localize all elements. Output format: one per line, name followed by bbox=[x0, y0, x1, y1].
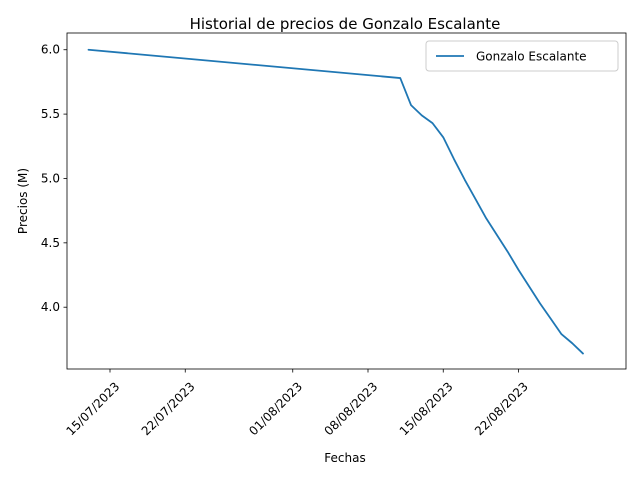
legend: Gonzalo Escalante bbox=[425, 40, 619, 72]
legend-box bbox=[425, 40, 619, 72]
x-tick-label: 15/07/2023 bbox=[64, 379, 123, 438]
plot-frame bbox=[66, 32, 627, 370]
y-axis-ticks: 4.0 4.5 5.0 5.5 6.0 bbox=[41, 43, 67, 314]
chart-title: Historial de precios de Gonzalo Escalant… bbox=[190, 15, 501, 33]
y-tick-label: 5.0 bbox=[41, 171, 60, 185]
x-tick-label: 22/07/2023 bbox=[139, 379, 198, 438]
x-tick-label: 22/08/2023 bbox=[472, 379, 531, 438]
y-tick-label: 4.5 bbox=[41, 236, 60, 250]
y-tick-label: 6.0 bbox=[41, 43, 60, 57]
legend-label: Gonzalo Escalante bbox=[476, 50, 587, 64]
y-tick-label: 5.5 bbox=[41, 107, 60, 121]
series-line-gonzalo-escalante bbox=[87, 48, 584, 355]
series-layer bbox=[87, 48, 584, 355]
x-axis-label: Fechas bbox=[324, 451, 365, 465]
x-axis-ticks: 15/07/2023 22/07/2023 01/08/2023 08/08/2023… bbox=[64, 369, 531, 438]
x-tick-label: 01/08/2023 bbox=[246, 379, 305, 438]
x-tick-label: 15/08/2023 bbox=[397, 379, 456, 438]
y-axis-label: Precios (M) bbox=[16, 168, 30, 234]
y-tick-label: 4.0 bbox=[41, 300, 60, 314]
plot-area: 15/07/2023 22/07/2023 01/08/2023 08/08/2023… bbox=[41, 32, 627, 438]
x-tick-label: 08/08/2023 bbox=[322, 379, 381, 438]
